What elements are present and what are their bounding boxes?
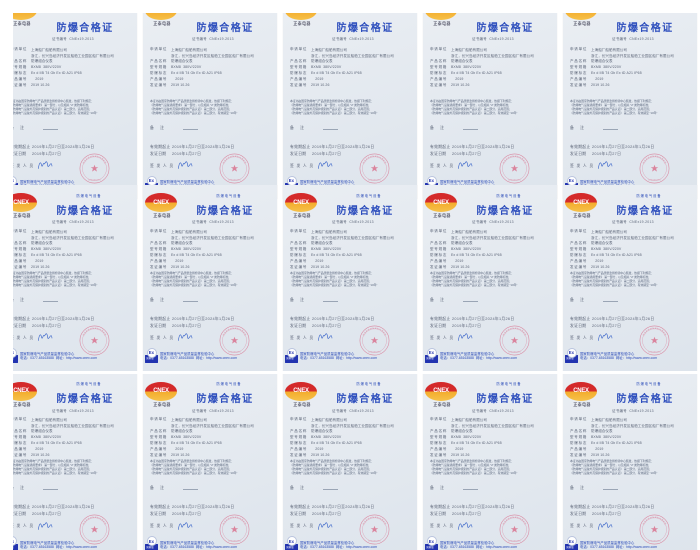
svg-text:XXXXXXXXXXXX: XXXXXXXXXXXX — [82, 327, 108, 337]
svg-text:XXXXXXXXXXXX: XXXXXXXXXXXX — [222, 155, 248, 165]
svg-text:XXXXXXXXXXXX: XXXXXXXXXXXX — [642, 515, 668, 525]
svg-text:XXXXXXXXXXXX: XXXXXXXXXXXX — [362, 155, 388, 165]
svg-text:XXXXXXXXXXXX: XXXXXXXXXXXX — [642, 155, 668, 165]
svg-text:XXXXXXXXXXXX: XXXXXXXXXXXX — [222, 327, 248, 337]
svg-text:XXXXXXXXXXXX: XXXXXXXXXXXX — [502, 327, 528, 337]
svg-text:XXXXXXXXXXXX: XXXXXXXXXXXX — [362, 327, 388, 337]
svg-text:XXXXXXXXXXXX: XXXXXXXXXXXX — [362, 515, 388, 525]
svg-text:XXXXXXXXXXXX: XXXXXXXXXXXX — [222, 515, 248, 525]
svg-text:XXXXXXXXXXXX: XXXXXXXXXXXX — [502, 515, 528, 525]
svg-text:XXXXXXXXXXXX: XXXXXXXXXXXX — [642, 327, 668, 337]
svg-text:XXXXXXXXXXXX: XXXXXXXXXXXX — [502, 155, 528, 165]
svg-text:XXXXXXXXXXXX: XXXXXXXXXXXX — [82, 515, 108, 525]
svg-text:XXXXXXXXXXXX: XXXXXXXXXXXX — [82, 155, 108, 165]
